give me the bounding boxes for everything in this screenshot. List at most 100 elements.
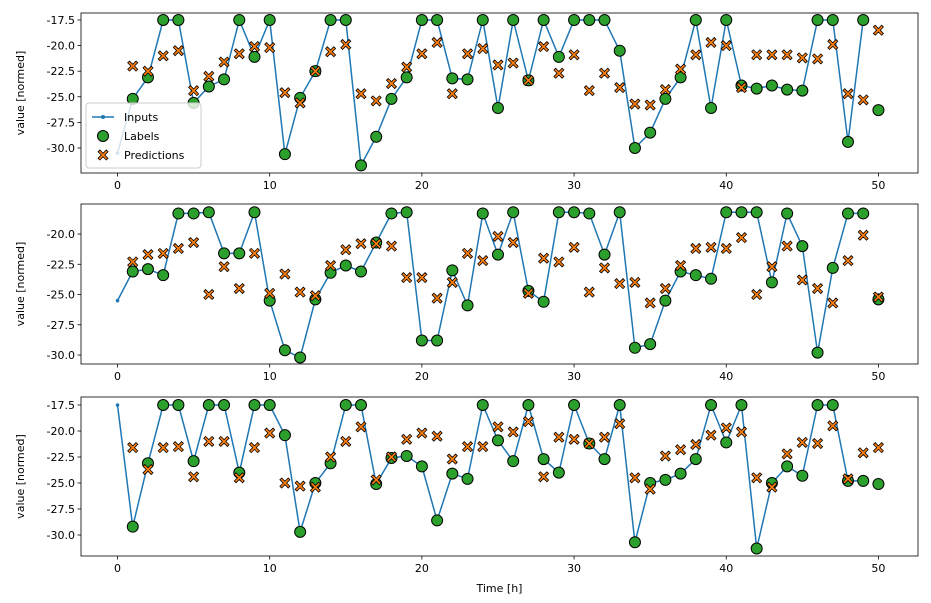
prediction-point [127, 442, 139, 454]
label-point [628, 536, 641, 549]
prediction-point [416, 272, 428, 284]
label-point [278, 429, 291, 442]
prediction-point [172, 45, 184, 57]
prediction-point [629, 472, 641, 484]
x-tick-label: 0 [114, 562, 121, 575]
prediction-point [218, 56, 230, 68]
prediction-point [355, 238, 367, 250]
label-point [507, 13, 520, 26]
label-point [552, 206, 565, 219]
prediction-point [492, 59, 504, 71]
label-point [461, 472, 474, 485]
prediction-point [857, 94, 869, 106]
prediction-point [294, 480, 306, 492]
label-point [568, 13, 581, 26]
prediction-point [492, 421, 504, 433]
label-point [263, 399, 276, 412]
x-tick-label: 50 [871, 562, 885, 575]
label-point [202, 399, 215, 412]
label-point [720, 436, 733, 449]
label-point [385, 207, 398, 220]
prediction-point [294, 97, 306, 109]
prediction-point [325, 259, 337, 272]
prediction-point [827, 38, 839, 51]
label-point [674, 71, 687, 84]
label-point [400, 71, 413, 84]
label-point [781, 460, 794, 473]
prediction-point [553, 67, 565, 79]
label-point [826, 261, 839, 274]
prediction-point [842, 88, 854, 100]
prediction-point [644, 99, 656, 111]
prediction-point [401, 433, 413, 445]
label-point [157, 269, 170, 282]
label-point [507, 206, 520, 219]
prediction-point [705, 36, 717, 49]
inputs-point [115, 298, 120, 303]
axes-frame [80, 203, 919, 365]
subplot-1: 0 10 20 30 40 50 -17.5 -20.0 -22.5 -25.0 -27.5 -30.… [14, 12, 919, 192]
label-point [431, 514, 444, 527]
y-tick-label: -25.0 [47, 289, 75, 302]
label-point [294, 351, 307, 364]
label-point [476, 399, 489, 412]
prediction-point [355, 421, 367, 433]
prediction-point [142, 65, 154, 77]
prediction-point [325, 46, 337, 58]
prediction-point [522, 287, 534, 299]
prediction-point [446, 88, 458, 100]
prediction-point [583, 286, 595, 298]
label-point [583, 207, 596, 220]
prediction-point [675, 259, 687, 272]
label-point [552, 50, 565, 63]
y-tick-label: -20.0 [47, 228, 75, 241]
prediction-point [279, 87, 291, 99]
prediction-point [872, 24, 884, 36]
prediction-point [264, 42, 276, 54]
label-point [415, 334, 428, 347]
y-tick-label: -17.5 [47, 14, 75, 27]
prediction-point [248, 41, 261, 53]
legend-inputs-label: Inputs [124, 111, 158, 124]
label-point [172, 399, 185, 412]
label-point [857, 13, 870, 26]
legend-labels-circle-icon [97, 130, 109, 142]
prediction-point [659, 450, 671, 462]
prediction-point [690, 438, 702, 451]
prediction-point [735, 232, 748, 244]
label-point [689, 453, 702, 466]
label-point [659, 92, 672, 105]
label-point [811, 13, 824, 26]
prediction-point [127, 256, 139, 268]
label-point [491, 434, 504, 447]
label-point [522, 399, 535, 412]
y-axis-label: value [normed] [14, 242, 27, 327]
label-point [689, 269, 702, 282]
prediction-point [842, 255, 854, 267]
prediction-point [477, 43, 489, 55]
prediction-point [568, 241, 580, 253]
prediction-point [172, 441, 184, 453]
prediction-point [279, 268, 291, 280]
axes-frame [80, 396, 919, 557]
prediction-point [218, 435, 230, 447]
label-point [431, 13, 444, 26]
label-point [537, 453, 550, 466]
prediction-point [644, 297, 656, 309]
prediction-point [614, 278, 626, 290]
label-point [476, 207, 489, 220]
label-point [628, 341, 641, 354]
prediction-point [614, 82, 626, 94]
label-point [750, 542, 763, 555]
label-point [355, 159, 368, 172]
label-point [218, 73, 231, 86]
prediction-point [781, 49, 793, 61]
label-point [537, 13, 550, 26]
label-point [294, 525, 307, 538]
prediction-point [355, 88, 367, 100]
prediction-point [507, 57, 519, 69]
prediction-point [812, 282, 824, 295]
x-tick-label: 20 [415, 370, 429, 383]
prediction-point [157, 50, 169, 62]
